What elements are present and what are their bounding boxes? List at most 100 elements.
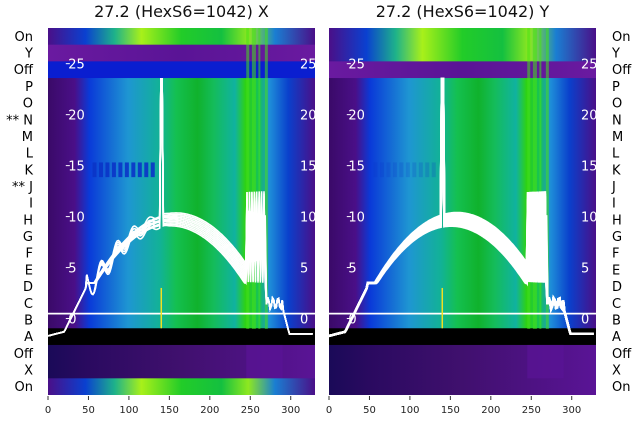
heatmap-cell bbox=[131, 162, 136, 178]
heatmap-row bbox=[329, 261, 596, 279]
row-label: G bbox=[612, 230, 622, 245]
heatmap-row bbox=[48, 194, 315, 212]
row-label: C bbox=[24, 297, 33, 312]
heatmap-band bbox=[527, 344, 564, 379]
y-tick-label: 15 bbox=[300, 160, 317, 175]
heatmap-cell bbox=[379, 162, 384, 178]
panel-y: 0 0 5 5 10 10 15 15 20 20 25 25 27.2 (HexS6=1042) Y O… bbox=[326, 2, 632, 416]
heatmap-cell bbox=[124, 162, 129, 178]
heatmap-cell bbox=[386, 162, 391, 178]
heatmap-cell bbox=[118, 162, 123, 178]
row-label: F bbox=[612, 247, 619, 262]
x-tick-label: 150 bbox=[160, 405, 179, 416]
heatmap-row bbox=[329, 144, 596, 162]
heatmap-cell bbox=[150, 162, 155, 178]
heatmap-stripe bbox=[539, 28, 542, 329]
y-tick-label: 0 bbox=[68, 313, 76, 328]
row-label: L bbox=[612, 147, 620, 162]
heatmap-row bbox=[48, 78, 315, 96]
heatmap-row bbox=[329, 278, 596, 296]
x-tick-label: 50 bbox=[363, 405, 376, 416]
heatmap-row bbox=[329, 378, 596, 395]
row-label: O bbox=[612, 97, 622, 112]
heatmap-cell bbox=[392, 162, 397, 178]
row-label: K bbox=[612, 163, 621, 178]
row-label: I bbox=[612, 197, 616, 212]
heatmap-cell bbox=[399, 162, 404, 178]
x-tick-label: 100 bbox=[119, 405, 138, 416]
row-label: Off bbox=[612, 347, 632, 362]
heatmap-row bbox=[329, 28, 596, 46]
heatmap-row bbox=[329, 94, 596, 112]
y-tick-label: 25 bbox=[68, 58, 85, 73]
row-label: On bbox=[15, 380, 33, 395]
heatmap-row bbox=[48, 28, 315, 46]
heatmap-row bbox=[329, 61, 596, 79]
y-tick-label: 20 bbox=[348, 109, 365, 124]
row-label: B bbox=[24, 313, 33, 328]
y-tick-label: 0 bbox=[348, 313, 356, 328]
y-tick-label: 10 bbox=[300, 211, 317, 226]
chart-title: 27.2 (HexS6=1042) Y bbox=[376, 2, 550, 21]
heatmap-stripe bbox=[246, 28, 250, 329]
heatmap-row bbox=[329, 194, 596, 212]
heatmap-cell bbox=[137, 162, 142, 178]
row-label: H bbox=[23, 213, 33, 228]
heatmap-cell bbox=[92, 162, 97, 178]
heatmap-row bbox=[329, 111, 596, 129]
row-label: P bbox=[25, 80, 33, 95]
heatmap-cell bbox=[373, 162, 378, 178]
row-label: O bbox=[23, 97, 33, 112]
y-tick-label: 25 bbox=[300, 58, 317, 73]
row-label: X bbox=[24, 363, 33, 378]
heatmap-cell bbox=[405, 162, 410, 178]
heatmap-row bbox=[329, 78, 596, 96]
heatmap-body: 0 0 5 5 10 10 15 15 20 20 25 25 bbox=[48, 28, 317, 395]
y-tick-label: 5 bbox=[300, 262, 308, 277]
heatmap-row bbox=[48, 328, 315, 346]
y-tick-label: 15 bbox=[581, 160, 598, 175]
row-label: H bbox=[612, 213, 622, 228]
y-tick-label: 20 bbox=[68, 109, 85, 124]
row-label: E bbox=[612, 263, 620, 278]
row-label: D bbox=[23, 280, 33, 295]
heatmap-row bbox=[329, 228, 596, 246]
heatmap-cell bbox=[412, 162, 417, 178]
x-tick-label: 300 bbox=[562, 405, 581, 416]
heatmap-row bbox=[329, 244, 596, 263]
row-label: A bbox=[24, 330, 33, 345]
heatmap-cell bbox=[431, 162, 436, 178]
row-label: M bbox=[22, 130, 33, 145]
heatmap-row bbox=[48, 228, 315, 246]
x-tick-label: 300 bbox=[281, 405, 300, 416]
row-label: ** J bbox=[12, 180, 33, 195]
y-tick-label: 20 bbox=[300, 109, 317, 124]
heatmap-row bbox=[48, 61, 315, 79]
row-label: F bbox=[26, 247, 33, 262]
heatmap-row bbox=[329, 44, 596, 62]
y-tick-label: 5 bbox=[348, 262, 356, 277]
row-label: B bbox=[612, 313, 621, 328]
x-tick-label: 0 bbox=[326, 405, 332, 416]
heatmap-stripe bbox=[532, 28, 537, 329]
heatmap-row bbox=[48, 178, 315, 196]
panel-x: 0 0 5 5 10 10 15 15 20 20 25 25 27.2 (HexS6=1042) X O… bbox=[6, 2, 317, 416]
heatmap-row bbox=[329, 328, 596, 346]
row-label: D bbox=[612, 280, 622, 295]
heatmap-body: 0 0 5 5 10 10 15 15 20 20 25 25 bbox=[329, 28, 598, 395]
y-tick-label: 15 bbox=[68, 160, 85, 175]
chart-title: 27.2 (HexS6=1042) X bbox=[94, 2, 269, 21]
heatmap-row bbox=[329, 178, 596, 196]
y-tick-label: 10 bbox=[68, 211, 85, 226]
y-tick-label: 25 bbox=[348, 58, 365, 73]
x-tick-label: 0 bbox=[45, 405, 51, 416]
profile-curve bbox=[329, 77, 594, 338]
heatmap-row bbox=[329, 161, 596, 179]
heatmap-stripe bbox=[264, 28, 268, 329]
y-tick-label: 10 bbox=[348, 211, 365, 226]
y-tick-label: 5 bbox=[68, 262, 76, 277]
row-label: A bbox=[612, 330, 621, 345]
heatmap-row bbox=[48, 161, 315, 179]
x-tick-label: 200 bbox=[481, 405, 500, 416]
